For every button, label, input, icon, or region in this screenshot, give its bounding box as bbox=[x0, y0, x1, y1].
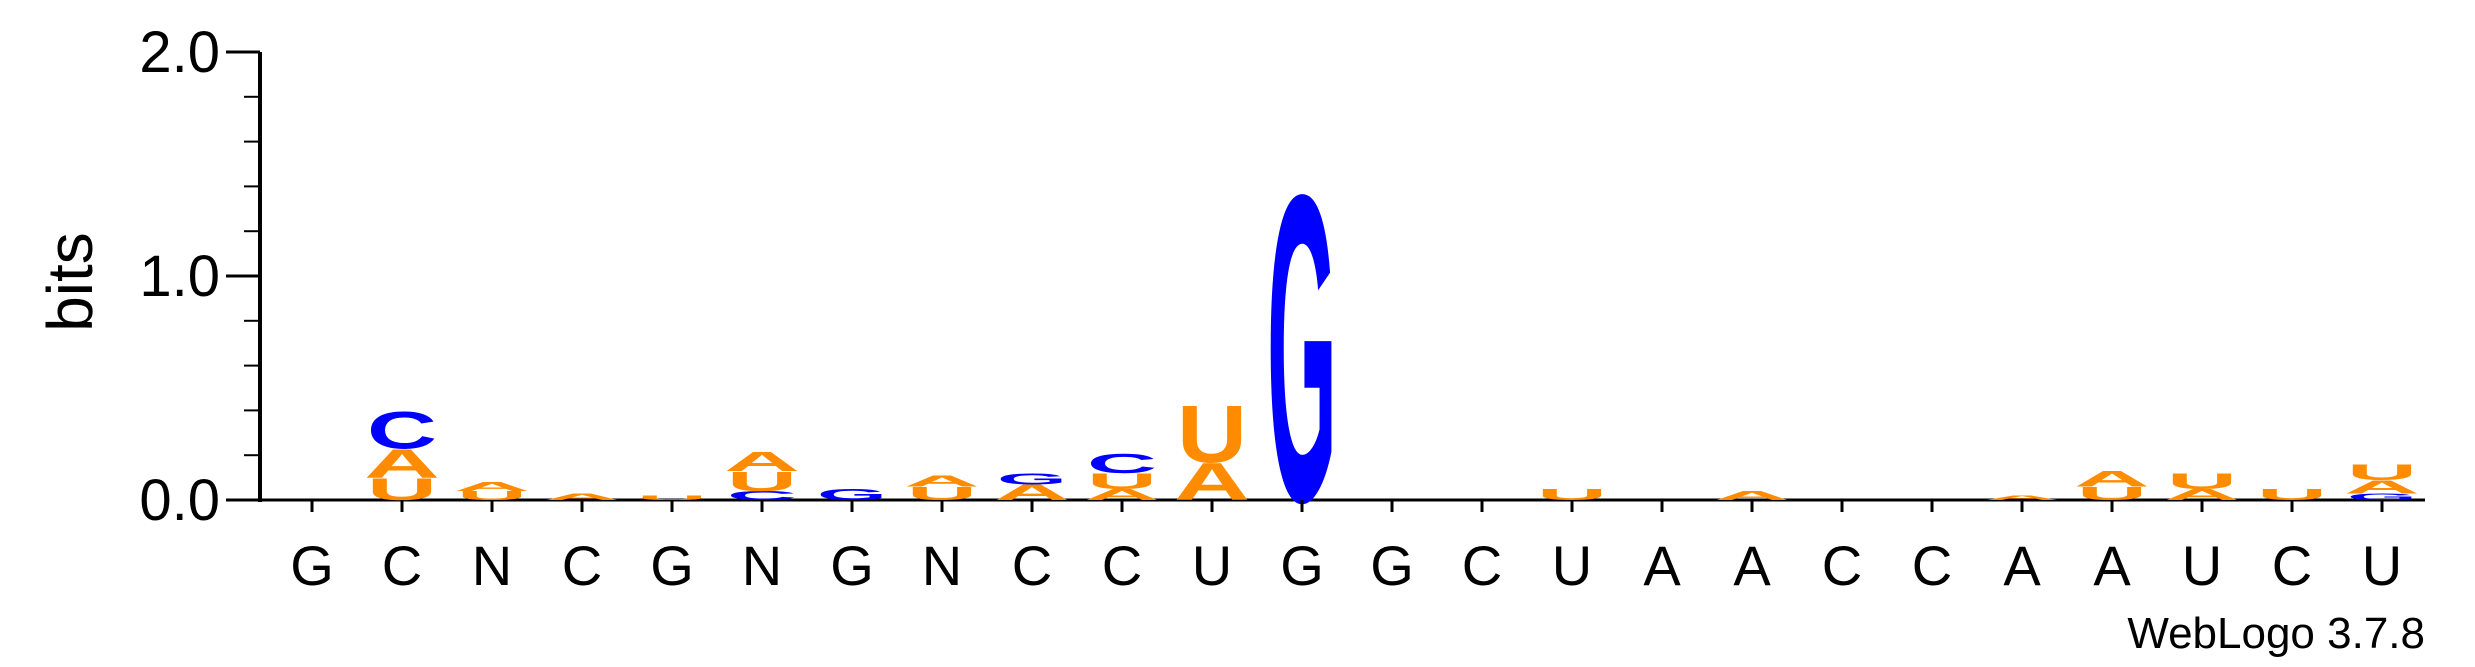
svg-text:U: U bbox=[2167, 469, 2237, 494]
position-label: U bbox=[2182, 534, 2222, 597]
position-label: C bbox=[1912, 534, 1952, 597]
position-label: A bbox=[2093, 534, 2131, 597]
logo-letter-G: G bbox=[2347, 491, 2417, 502]
svg-text:U: U bbox=[907, 483, 977, 504]
logo-letter-A: A bbox=[2164, 486, 2240, 504]
logo-letter-A: A bbox=[544, 492, 620, 502]
svg-text:U: U bbox=[1537, 486, 1607, 504]
position-label: U bbox=[1192, 534, 1232, 597]
svg-text:A: A bbox=[2074, 467, 2150, 492]
svg-text:U: U bbox=[457, 489, 527, 503]
position-label: G bbox=[1370, 534, 1414, 597]
svg-text:C: C bbox=[1087, 448, 1157, 480]
logo-letter-U: U bbox=[637, 494, 707, 501]
position-label: C bbox=[1012, 534, 1052, 597]
y-tick-label: 1.0 bbox=[139, 244, 220, 309]
logo-letter-A: A bbox=[454, 480, 530, 494]
position-label: A bbox=[2003, 534, 2041, 597]
y-tick-label: 2.0 bbox=[139, 20, 220, 85]
svg-text:A: A bbox=[2164, 486, 2240, 504]
position-label: N bbox=[922, 534, 962, 597]
position-label: U bbox=[2362, 534, 2402, 597]
svg-text:A: A bbox=[454, 480, 530, 494]
position-label: U bbox=[1552, 534, 1592, 597]
y-axis-title: bits bbox=[34, 232, 106, 332]
svg-text:A: A bbox=[544, 492, 620, 502]
svg-text:A: A bbox=[904, 472, 980, 490]
logo-letter-A: A bbox=[724, 446, 800, 478]
svg-text:U: U bbox=[637, 494, 707, 501]
logo-letter-G: G bbox=[817, 486, 887, 503]
svg-text:A: A bbox=[364, 441, 440, 486]
logo-letter-A: A bbox=[904, 472, 980, 490]
position-label: G bbox=[1280, 534, 1324, 597]
logo-letter-A: A bbox=[2344, 476, 2420, 497]
logo-letter-U: U bbox=[2077, 483, 2147, 504]
svg-text:A: A bbox=[1084, 486, 1160, 504]
svg-text:A: A bbox=[724, 446, 800, 478]
position-label: C bbox=[2272, 534, 2312, 597]
svg-text:U: U bbox=[727, 466, 797, 498]
position-label: N bbox=[742, 534, 782, 597]
svg-text:G: G bbox=[2347, 491, 2417, 502]
position-label: C bbox=[1462, 534, 1502, 597]
position-label: C bbox=[1822, 534, 1862, 597]
svg-text:U: U bbox=[2257, 486, 2327, 504]
logo-letter-U: U bbox=[1537, 486, 1607, 504]
logo-letter-C: C bbox=[1087, 448, 1157, 480]
position-label: G bbox=[650, 534, 694, 597]
footer-label: WebLogo 3.7.8 bbox=[2127, 609, 2425, 658]
logo-letter-A: A bbox=[2074, 467, 2150, 492]
y-tick-label: 0.0 bbox=[139, 468, 220, 533]
position-label: C bbox=[562, 534, 602, 597]
logo-letter-U: U bbox=[2167, 469, 2237, 494]
svg-text:G: G bbox=[997, 470, 1067, 487]
svg-text:C: C bbox=[367, 400, 437, 460]
svg-text:G: G bbox=[817, 486, 887, 503]
logo-letter-U: U bbox=[907, 483, 977, 504]
position-label: G bbox=[830, 534, 874, 597]
logo-letter-U: U bbox=[1177, 388, 1247, 479]
svg-text:U: U bbox=[1177, 388, 1247, 479]
logo-letter-A: A bbox=[364, 441, 440, 486]
position-label: A bbox=[1643, 534, 1681, 597]
position-label: A bbox=[1733, 534, 1771, 597]
svg-text:A: A bbox=[2344, 476, 2420, 497]
logo-letter-U: U bbox=[2347, 460, 2417, 485]
logo-letter-G: G bbox=[1267, 105, 1337, 594]
logo-letter-U: U bbox=[727, 466, 797, 498]
svg-text:U: U bbox=[2077, 483, 2147, 504]
logo-letter-A: A bbox=[1714, 489, 1790, 503]
y-axis: 0.0 1.0 2.0 bbox=[139, 20, 2425, 533]
position-label: N bbox=[472, 534, 512, 597]
logo-letter-A: A bbox=[1984, 494, 2060, 501]
svg-text:G: G bbox=[1267, 105, 1337, 594]
logo-letter-A: A bbox=[1084, 486, 1160, 504]
position-label: C bbox=[382, 534, 422, 597]
logo-letter-C: C bbox=[367, 400, 437, 460]
logo-letter-U: U bbox=[1087, 469, 1157, 494]
logo-letter-G: G bbox=[997, 470, 1067, 487]
svg-text:A: A bbox=[1714, 489, 1790, 503]
svg-text:A: A bbox=[1984, 494, 2060, 501]
position-label: C bbox=[1102, 534, 1142, 597]
svg-text:C: C bbox=[727, 489, 797, 503]
position-label: G bbox=[290, 534, 334, 597]
logo-letter-C: C bbox=[727, 489, 797, 503]
svg-text:U: U bbox=[1087, 469, 1157, 494]
logo-letter-U: U bbox=[2257, 486, 2327, 504]
svg-text:U: U bbox=[2347, 460, 2417, 485]
logo-letter-U: U bbox=[457, 489, 527, 503]
